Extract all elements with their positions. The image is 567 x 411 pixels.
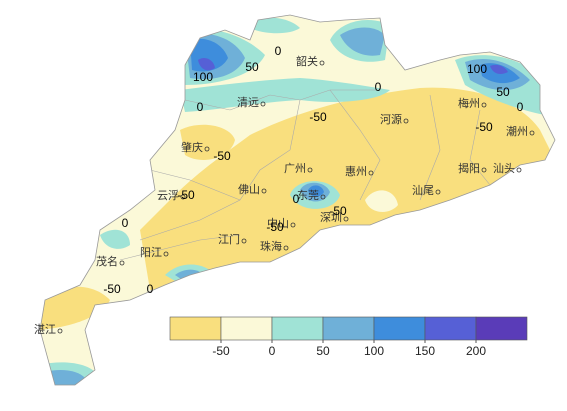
city-dot: [180, 194, 186, 200]
city-label: 阳江: [140, 246, 162, 259]
contour-label: -50: [309, 110, 327, 124]
legend-swatch: [169, 316, 222, 341]
contour-label: 0: [275, 44, 282, 58]
city-dot: [320, 194, 326, 200]
city-label: 揭阳: [458, 161, 480, 175]
city-dot: [163, 251, 169, 257]
city-label: 潮州: [506, 124, 528, 138]
city-label: 茂名: [96, 254, 118, 268]
contour-label: 0: [197, 100, 204, 114]
city-dot: [57, 328, 63, 334]
contour-label: -50: [329, 204, 347, 218]
legend-tick-label: 100: [364, 344, 384, 358]
city-label: 梅州: [458, 96, 480, 110]
contour-label: -50: [213, 149, 231, 163]
city-label: 清远: [237, 96, 259, 109]
contour-label: 0: [517, 100, 524, 114]
contour-label: 50: [245, 60, 259, 74]
legend-tick-label: -50: [212, 344, 230, 358]
contour-label: 100: [193, 70, 213, 84]
legend: -50 0 50 100 150 200: [169, 316, 528, 358]
contour-label: 100: [467, 62, 487, 76]
city-dot: [319, 60, 325, 66]
city-label: 广州: [284, 162, 306, 175]
city-label: 惠州: [345, 164, 367, 178]
legend-tick-label: 0: [269, 344, 276, 358]
city-label: 云浮: [157, 189, 179, 202]
city-dot: [481, 167, 487, 173]
contour-label: 0: [293, 192, 300, 206]
city-dot: [307, 167, 313, 173]
city-label: 深圳: [320, 211, 342, 224]
city-label: 汕尾: [412, 184, 434, 197]
legend-swatch: [322, 316, 375, 341]
city-dot: [343, 216, 349, 222]
legend-swatch: [373, 316, 426, 341]
contour-label: -50: [103, 282, 121, 296]
legend-swatch: [220, 316, 273, 341]
legend-swatch: [271, 316, 324, 341]
legend-swatch: [475, 316, 528, 341]
city-label: 湛江: [34, 323, 56, 336]
city-label: 韶关: [296, 54, 318, 68]
city-label: 河源: [380, 112, 402, 126]
contour-label: -50: [475, 120, 493, 134]
contour-label: -50: [266, 220, 284, 234]
city-label: 肇庆: [181, 140, 203, 154]
city-dot: [290, 222, 296, 228]
city-dot: [204, 146, 210, 152]
city-label: 佛山: [238, 183, 260, 196]
contour-label: 0: [147, 282, 154, 296]
city-label: 汕头: [493, 162, 515, 175]
city-dot: [260, 101, 266, 107]
city-dot: [119, 260, 125, 266]
contour-label: 50: [496, 85, 510, 99]
legend-tick-label: 150: [415, 344, 435, 358]
city-dot: [261, 188, 267, 194]
city-dot: [516, 167, 522, 173]
city-label: 江门: [218, 232, 240, 246]
city-dot: [403, 118, 409, 124]
legend-tick-label: 200: [466, 344, 486, 358]
city-label: 东莞: [297, 189, 319, 202]
city-label: 珠海: [260, 239, 282, 253]
city-dot: [529, 130, 535, 136]
city-dot: [435, 189, 441, 195]
contour-label: 0: [122, 216, 129, 230]
contour-label: -50: [177, 188, 195, 202]
city-dot: [481, 102, 487, 108]
contour-label: 0: [375, 80, 382, 94]
city-label: 中山: [267, 217, 289, 230]
city-dot: [368, 170, 374, 176]
city-dot: [283, 245, 289, 251]
legend-tick-label: 50: [316, 344, 330, 358]
city-dot: [241, 238, 247, 244]
legend-swatch: [424, 316, 477, 341]
